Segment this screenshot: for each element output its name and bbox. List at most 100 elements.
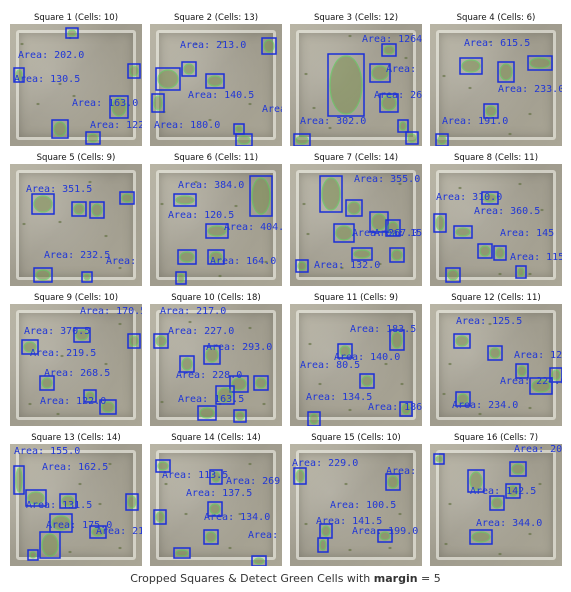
square-panel: Square 7 (Cells: 14) Area: 355.0 Area: 267… (290, 152, 422, 286)
cell-bounding-box (33, 267, 53, 283)
area-label: Area: 262.0 (374, 90, 422, 101)
cell-bounding-box (453, 333, 471, 349)
cell-contour (391, 249, 403, 261)
square-title: Square 5 (Cells: 9) (36, 153, 116, 163)
cell-bounding-box (229, 375, 249, 393)
debris-speck (56, 412, 60, 416)
area-label: Area: 100.5 (330, 500, 396, 511)
cell-contour (209, 503, 221, 515)
debris-speck (160, 400, 164, 404)
area-label: Area: 233.0 (498, 84, 562, 95)
detection-overlay: Area: 125.5 Area: 124. Area: 224.0 Area: 23… (442, 316, 562, 416)
cell-contour (33, 195, 53, 213)
area-label: Area: 293.0 (206, 342, 272, 353)
cell-bounding-box (381, 43, 397, 57)
cell-bounding-box (509, 461, 527, 477)
micrograph-image: Area: 125.5 Area: 124. Area: 224.0 Area: 23… (430, 304, 562, 426)
cell-contour (391, 331, 403, 349)
square-panel: Square 4 (Cells: 6) Area: 615.5 Area: 233.… (430, 12, 562, 146)
cell-contour (517, 365, 527, 377)
area-label: Area: 140.0 (334, 352, 400, 363)
micrograph-image: Area: 201 Area: 142.5 Area: 344.0 (430, 444, 562, 566)
area-label: Area: 310.0 (436, 192, 502, 203)
caption-prefix: Cropped Squares & Detect Green Cells wit… (130, 572, 374, 585)
area-label: Area: 170.5 (80, 306, 142, 317)
cell-bounding-box (233, 123, 245, 135)
cell-contour (321, 177, 341, 211)
cell-contour (67, 29, 77, 37)
cell-contour (347, 201, 361, 215)
area-label: Area: 175.0 (46, 520, 112, 531)
detection-overlay: Area: 310.0 Area: 360.5 Area: 145 Area: 115 (433, 182, 562, 283)
detection-overlay: Area: 213.0 Area: 140.5 Area: 19 Area: 180.… (151, 37, 282, 146)
area-label: Area: 125.5 (456, 316, 522, 327)
debris-speck (184, 512, 188, 516)
cell-bounding-box (483, 103, 499, 119)
cell-contour (471, 531, 491, 543)
area-label: Area: 232.5 (44, 250, 110, 261)
square-panel: Square 9 (Cells: 10) Area: 170.5 Area: 370… (10, 292, 142, 426)
cell-contour (507, 485, 519, 497)
cell-contour (339, 345, 351, 357)
cell-contour (205, 347, 219, 363)
cell-contour (437, 135, 447, 145)
cell-bounding-box (379, 93, 399, 113)
cell-contour (295, 469, 305, 483)
cell-contour (371, 65, 389, 81)
square-panel: Square 2 (Cells: 13) Area: 213.0 Area: 140… (150, 12, 282, 146)
area-label: Area: 130.5 (14, 74, 80, 85)
cell-contour (177, 273, 185, 283)
area-label: Area: 183.5 (350, 324, 416, 335)
cell-bounding-box (125, 493, 139, 511)
cell-contour (91, 203, 103, 217)
debris-speck (312, 106, 316, 110)
debris-speck (488, 322, 492, 326)
square-panel: Square 13 (Cells: 14) Area: 155.0 Area: 16… (10, 432, 142, 566)
area-label: Area: 201 (248, 530, 282, 541)
square-title: Square 9 (Cells: 10) (33, 293, 119, 303)
micrograph-image: Area: 217.0 Area: 227.0 Area: 293.0 Area: 2… (150, 304, 282, 426)
cell-contour (399, 121, 407, 131)
area-label: Area: 131.5 (26, 500, 92, 511)
cell-bounding-box (459, 57, 483, 75)
cell-bounding-box (127, 63, 141, 79)
debris-speck (118, 322, 122, 326)
micrograph-image: Area: 155.0 Area: 162.5 Area: 131.5 Area: 1… (10, 444, 142, 566)
cell-bounding-box (385, 219, 401, 237)
debris-speck (508, 132, 512, 136)
detection-overlay: Area: 229.0 Area: 19 Area: 100.5 Area: 141.… (292, 458, 422, 553)
caption-param: margin (373, 572, 418, 585)
cell-contour (495, 247, 505, 259)
cell-bounding-box (13, 67, 25, 83)
cell-contour (29, 551, 37, 559)
cell-bounding-box (49, 513, 73, 533)
cell-contour (295, 135, 309, 145)
square-title: Square 2 (Cells: 13) (173, 13, 259, 23)
cell-bounding-box (377, 529, 393, 543)
debris-speck (218, 274, 222, 278)
cell-bounding-box (89, 201, 105, 219)
squares-grid: Square 1 (Cells: 10) Area: 202.0 Area: 130… (10, 12, 562, 566)
debris-speck (58, 82, 62, 86)
cell-bounding-box (27, 549, 39, 561)
cell-bounding-box (203, 529, 219, 545)
cell-contour (73, 203, 85, 215)
cell-bounding-box (467, 469, 485, 493)
square-title: Square 7 (Cells: 14) (313, 153, 399, 163)
cell-contour (387, 221, 399, 235)
cell-contour (485, 105, 497, 117)
debris-speck (68, 550, 72, 554)
cell-bounding-box (337, 343, 353, 359)
cell-contour (383, 45, 395, 55)
area-label: Area: 122.5 (90, 120, 142, 131)
debris-speck (234, 204, 238, 208)
cell-bounding-box (345, 199, 363, 217)
micrograph-image: Area: 310.0 Area: 360.5 Area: 145 Area: 115 (430, 164, 562, 286)
cell-bounding-box (433, 453, 445, 465)
cell-contour (401, 403, 411, 415)
area-label: Area: 164.0 (210, 256, 276, 267)
area-label: Area: 134.0 (204, 512, 270, 523)
cell-bounding-box (155, 67, 181, 91)
square-title: Square 14 (Cells: 14) (171, 433, 261, 443)
